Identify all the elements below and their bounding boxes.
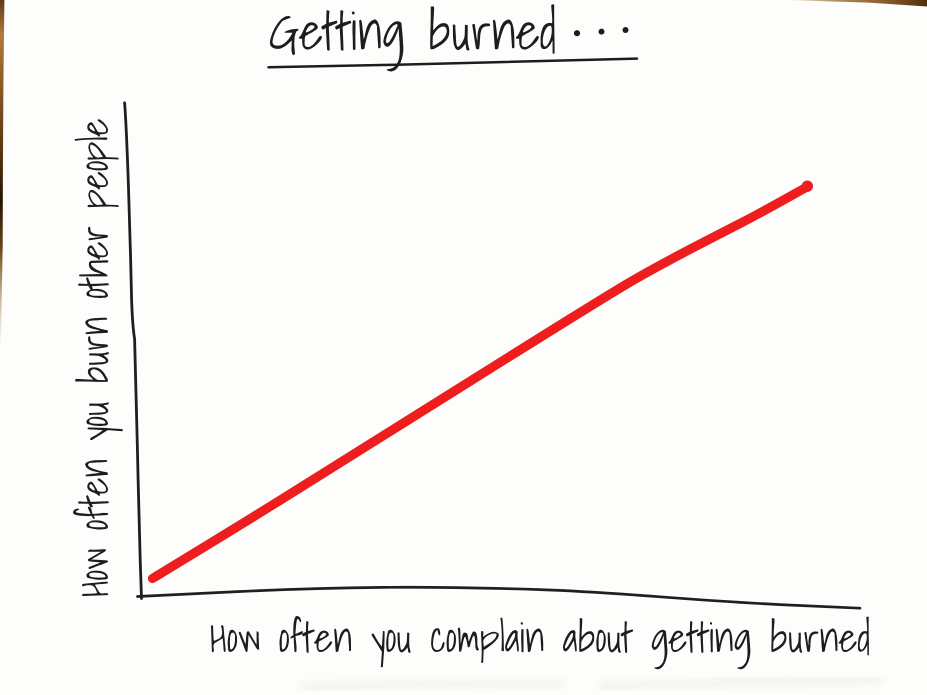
photo-edge-top-right — [784, 0, 927, 7]
title-text-strokes — [269, 4, 555, 72]
photo-edge-left — [0, 0, 5, 345]
title-underline — [267, 57, 639, 69]
marker-end-blob — [801, 180, 813, 192]
data-line — [147, 180, 813, 584]
title-ellipsis-dots — [573, 27, 629, 37]
red-marker-line — [147, 182, 811, 584]
axes — [123, 101, 862, 610]
y-axis-line — [123, 101, 143, 600]
chart-title — [267, 4, 639, 72]
ink-bleed-through — [300, 675, 883, 692]
x-axis-line — [136, 585, 862, 610]
